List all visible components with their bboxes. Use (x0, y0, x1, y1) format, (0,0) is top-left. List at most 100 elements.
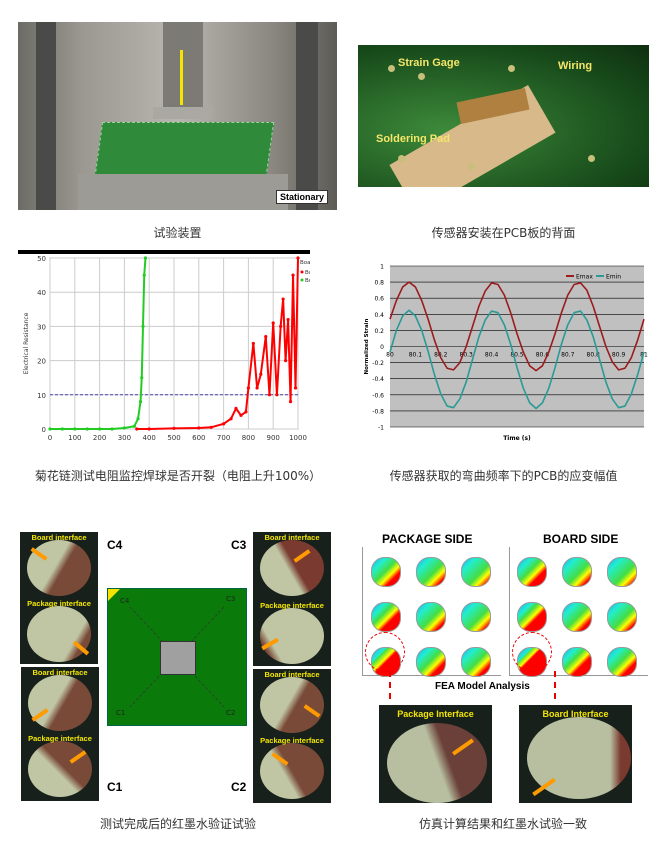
data-point (141, 324, 145, 328)
x-tick-label: 900 (267, 434, 280, 442)
fea-solder-ball (461, 647, 491, 677)
data-point (147, 427, 151, 431)
data-point (142, 273, 146, 277)
x-tick-label: 400 (143, 434, 156, 442)
corner-label-c4: C4 (107, 538, 123, 552)
series-line-Board-1 (136, 257, 299, 430)
data-point (222, 422, 226, 426)
caption-test-setup: 试验装置 (153, 226, 202, 240)
data-point (48, 427, 52, 431)
pcb-board-diagram: C4 C3 C1 C2 (107, 588, 247, 726)
legend-label: Board-1 (305, 270, 310, 276)
solder-joint-photo: Board interface (20, 532, 98, 598)
caption-daisy-chain: 菊花链测试电阻监控焊球是否开裂（电阻上升100%） (34, 469, 322, 483)
x-tick-label: 1000 (289, 434, 307, 442)
x-tick-label: 80.7 (561, 352, 575, 359)
data-point (244, 410, 248, 414)
fea-solder-ball (461, 557, 491, 587)
data-point (288, 400, 293, 404)
data-point (239, 413, 243, 417)
data-point (234, 406, 238, 411)
fea-solder-ball (517, 557, 547, 587)
data-point (140, 376, 144, 380)
data-point (197, 426, 201, 430)
legend-label: Board-2 (305, 278, 310, 284)
y-tick-label: -1 (378, 425, 384, 432)
fea-solder-ball (371, 602, 401, 632)
legend-title: Board ID (300, 260, 310, 266)
corner-label-c2: C2 (231, 780, 247, 794)
corner-label-c1: C1 (107, 780, 123, 794)
red-dye-test-figure: Board interface Package interface Board … (18, 530, 338, 803)
series-line-Emax (389, 281, 645, 372)
caption-strain-amplitude: 传感器获取的弯曲频率下的PCB的应变幅值 (389, 469, 618, 483)
y-tick-label: 1 (380, 264, 384, 271)
data-point (271, 321, 275, 325)
x-tick-label: 500 (167, 434, 180, 442)
fea-solder-ball (562, 602, 592, 632)
x-tick-label: 300 (118, 434, 131, 442)
fea-comparison-figure: PACKAGE SIDE BOARD SIDE FEA Model Analys… (357, 525, 649, 805)
package-side-title: PACKAGE SIDE (382, 532, 473, 546)
y-tick-label: -0.8 (372, 408, 384, 415)
fea-solder-ball (607, 602, 637, 632)
data-point (286, 317, 290, 322)
data-point (132, 424, 136, 428)
board-corner-c2: C2 (226, 709, 236, 717)
fea-solder-ball (461, 602, 491, 632)
data-point (255, 386, 259, 390)
caption-sensor-mount: 传感器安装在PCB板的背面 (431, 226, 576, 240)
data-point (229, 417, 233, 421)
fea-solder-ball (416, 602, 446, 632)
fea-solder-ball (416, 557, 446, 587)
x-tick-label: 80.6 (536, 352, 550, 359)
data-point (122, 426, 126, 430)
caption-red-dye-test: 测试完成后的红墨水验证试验 (99, 817, 256, 831)
strain-gage-photo: Strain Gage Wiring Soldering Pad (358, 45, 649, 187)
x-tick-label: 80.5 (510, 352, 524, 359)
x-tick-label: 80.4 (485, 352, 499, 359)
soldering-pad-label: Soldering Pad (376, 133, 450, 145)
y-tick-label: 0 (380, 344, 384, 351)
data-point (110, 427, 114, 431)
data-point (135, 427, 139, 431)
y-tick-label: 0.8 (374, 280, 384, 287)
data-point (296, 256, 300, 260)
data-point (73, 427, 77, 431)
legend-marker (300, 278, 304, 282)
package-interface-photo: Package Interface (379, 705, 492, 803)
data-point (291, 273, 295, 277)
data-point (281, 297, 285, 301)
x-tick-label: 80.8 (587, 352, 601, 359)
x-tick-label: 80.1 (409, 352, 423, 359)
solder-joint-photo: Package interface (253, 735, 331, 803)
data-point (98, 427, 102, 431)
data-point (259, 372, 263, 376)
data-point (279, 324, 283, 328)
y-tick-label: 0 (42, 426, 46, 434)
fea-solder-ball (517, 602, 547, 632)
wiring-label: Wiring (558, 60, 593, 72)
data-point (138, 400, 143, 404)
top-border (18, 250, 310, 254)
data-point (85, 427, 89, 431)
legend-marker (300, 270, 304, 274)
y-tick-label: -0.4 (372, 376, 384, 383)
y-tick-label: -0.2 (372, 360, 384, 367)
board-corner-c3: C3 (226, 595, 236, 603)
data-point (264, 335, 268, 339)
x-tick-label: 80.3 (460, 352, 474, 359)
legend-label: Emax (576, 274, 593, 281)
fea-solder-ball (416, 647, 446, 677)
x-tick-label: 80.2 (434, 352, 448, 359)
board-corner-c1: C1 (116, 709, 126, 717)
y-axis-label: Normalized Strain (364, 318, 370, 374)
x-tick-label: 81 (640, 352, 648, 359)
y-tick-label: 0.2 (374, 328, 384, 335)
fea-solder-ball (607, 647, 637, 677)
solder-joint-photo: Board interface (253, 532, 331, 600)
data-point (209, 425, 213, 429)
solder-joint-photo: Board interface (21, 667, 99, 733)
fea-solder-ball (562, 557, 592, 587)
